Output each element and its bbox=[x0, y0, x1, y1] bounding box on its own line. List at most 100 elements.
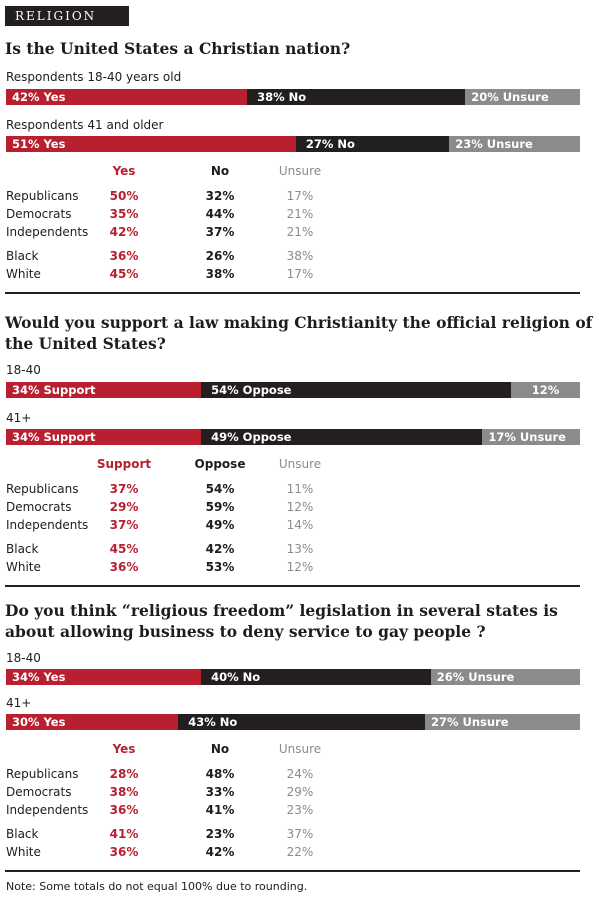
row-label: Democrats bbox=[6, 207, 72, 221]
row-label: Independents bbox=[6, 518, 89, 532]
table-row: Black 41% 23% 37% bbox=[6, 827, 336, 842]
value-cell: 36% bbox=[109, 560, 139, 574]
row-label: Black bbox=[6, 249, 39, 263]
section-divider bbox=[5, 292, 580, 294]
column-header: No bbox=[210, 164, 230, 178]
table-row: White 36% 42% 22% bbox=[6, 845, 336, 860]
column-header: Yes bbox=[112, 742, 136, 756]
value-cell: 45% bbox=[109, 267, 139, 281]
value-cell: 42% bbox=[109, 225, 139, 239]
column-header: Oppose bbox=[194, 457, 246, 471]
table-row: Republicans 28% 48% 24% bbox=[6, 767, 336, 782]
value-cell: 17% bbox=[286, 189, 314, 203]
bar-segment-no: 27% No bbox=[295, 136, 450, 152]
bar-segment-support: 34% Support bbox=[6, 382, 202, 398]
row-label: Independents bbox=[6, 225, 89, 239]
value-cell: 36% bbox=[109, 249, 139, 263]
group-label: Respondents 18-40 years old bbox=[6, 70, 182, 84]
footnote: Note: Some totals do not equal 100% due … bbox=[6, 880, 308, 893]
table-row: Democrats 29% 59% 12% bbox=[6, 500, 336, 515]
bar-segment-unsure: 20% Unsure bbox=[465, 89, 580, 105]
value-cell: 42% bbox=[205, 845, 235, 859]
value-cell: 24% bbox=[286, 767, 314, 781]
row-label: White bbox=[6, 560, 41, 574]
value-cell: 41% bbox=[205, 803, 235, 817]
value-cell: 14% bbox=[286, 518, 314, 532]
group-label: 18-40 bbox=[6, 363, 41, 377]
column-header: Unsure bbox=[278, 164, 322, 178]
value-cell: 29% bbox=[109, 500, 139, 514]
breakdown-table: Yes No Unsure Republicans 28% 48% 24% Democ… bbox=[6, 742, 336, 862]
row-label: Republicans bbox=[6, 767, 79, 781]
value-cell: 37% bbox=[109, 482, 139, 496]
value-cell: 22% bbox=[286, 845, 314, 859]
row-label: Independents bbox=[6, 803, 89, 817]
bar-segment-no: 38% No bbox=[247, 89, 466, 105]
bar-segment-no: 43% No bbox=[178, 714, 425, 730]
value-cell: 21% bbox=[286, 207, 314, 221]
group-label: 18-40 bbox=[6, 651, 41, 665]
value-cell: 42% bbox=[205, 542, 235, 556]
value-cell: 53% bbox=[205, 560, 235, 574]
question-title-1: Is the United States a Christian nation? bbox=[5, 39, 351, 58]
value-cell: 36% bbox=[109, 845, 139, 859]
value-cell: 41% bbox=[109, 827, 139, 841]
section-label: RELIGION bbox=[5, 6, 129, 26]
value-cell: 38% bbox=[109, 785, 139, 799]
column-header: Unsure bbox=[278, 742, 322, 756]
bar-segment-unsure: 17% Unsure bbox=[482, 429, 580, 445]
group-label: 41+ bbox=[6, 411, 32, 425]
value-cell: 37% bbox=[109, 518, 139, 532]
table-row: Democrats 38% 33% 29% bbox=[6, 785, 336, 800]
column-header: Unsure bbox=[278, 457, 322, 471]
section-divider bbox=[5, 870, 580, 872]
breakdown-table: Support Oppose Unsure Republicans 37% 54% 1… bbox=[6, 457, 336, 577]
group-label: 41+ bbox=[6, 696, 32, 710]
table-row: Republicans 50% 32% 17% bbox=[6, 189, 336, 204]
value-cell: 36% bbox=[109, 803, 139, 817]
value-cell: 11% bbox=[286, 482, 314, 496]
table-row: Democrats 35% 44% 21% bbox=[6, 207, 336, 222]
section-divider bbox=[5, 585, 580, 587]
column-header: No bbox=[210, 742, 230, 756]
value-cell: 32% bbox=[205, 189, 235, 203]
bar-segment-yes: 51% Yes bbox=[6, 136, 296, 152]
stacked-bar: 51% Yes 27% No 23% Unsure bbox=[6, 136, 580, 152]
stacked-bar: 42% Yes 38% No 20% Unsure bbox=[6, 89, 580, 105]
value-cell: 21% bbox=[286, 225, 314, 239]
stacked-bar: 34% Support 49% Oppose 17% Unsure bbox=[6, 429, 580, 445]
bar-segment-no: 40% No bbox=[201, 669, 431, 685]
value-cell: 37% bbox=[205, 225, 235, 239]
value-cell: 48% bbox=[205, 767, 235, 781]
table-row: White 45% 38% 17% bbox=[6, 267, 336, 282]
bar-segment-yes: 42% Yes bbox=[6, 89, 248, 105]
row-label: White bbox=[6, 267, 41, 281]
table-row: Independents 37% 49% 14% bbox=[6, 518, 336, 533]
row-label: Democrats bbox=[6, 785, 72, 799]
table-row: Black 45% 42% 13% bbox=[6, 542, 336, 557]
stacked-bar: 34% Yes 40% No 26% Unsure bbox=[6, 669, 580, 685]
row-label: Black bbox=[6, 542, 39, 556]
value-cell: 17% bbox=[286, 267, 314, 281]
row-label: Black bbox=[6, 827, 39, 841]
bar-segment-unsure: 23% Unsure bbox=[449, 136, 580, 152]
value-cell: 54% bbox=[205, 482, 235, 496]
value-cell: 12% bbox=[286, 500, 314, 514]
column-header: Support bbox=[96, 457, 152, 471]
value-cell: 59% bbox=[205, 500, 235, 514]
row-label: Republicans bbox=[6, 189, 79, 203]
group-label: Respondents 41 and older bbox=[6, 118, 164, 132]
value-cell: 50% bbox=[109, 189, 139, 203]
value-cell: 35% bbox=[109, 207, 139, 221]
bar-segment-oppose: 54% Oppose bbox=[201, 382, 512, 398]
table-row: Independents 36% 41% 23% bbox=[6, 803, 336, 818]
bar-segment-support: 34% Support bbox=[6, 429, 202, 445]
question-title-3: Do you think “religious freedom” legisla… bbox=[5, 601, 558, 641]
value-cell: 28% bbox=[109, 767, 139, 781]
bar-segment-unsure: 27% Unsure bbox=[425, 714, 580, 730]
value-cell: 23% bbox=[205, 827, 235, 841]
breakdown-table: Yes No Unsure Republicans 50% 32% 17% Democ… bbox=[6, 164, 336, 284]
value-cell: 38% bbox=[205, 267, 235, 281]
row-label: Republicans bbox=[6, 482, 79, 496]
row-label: White bbox=[6, 845, 41, 859]
